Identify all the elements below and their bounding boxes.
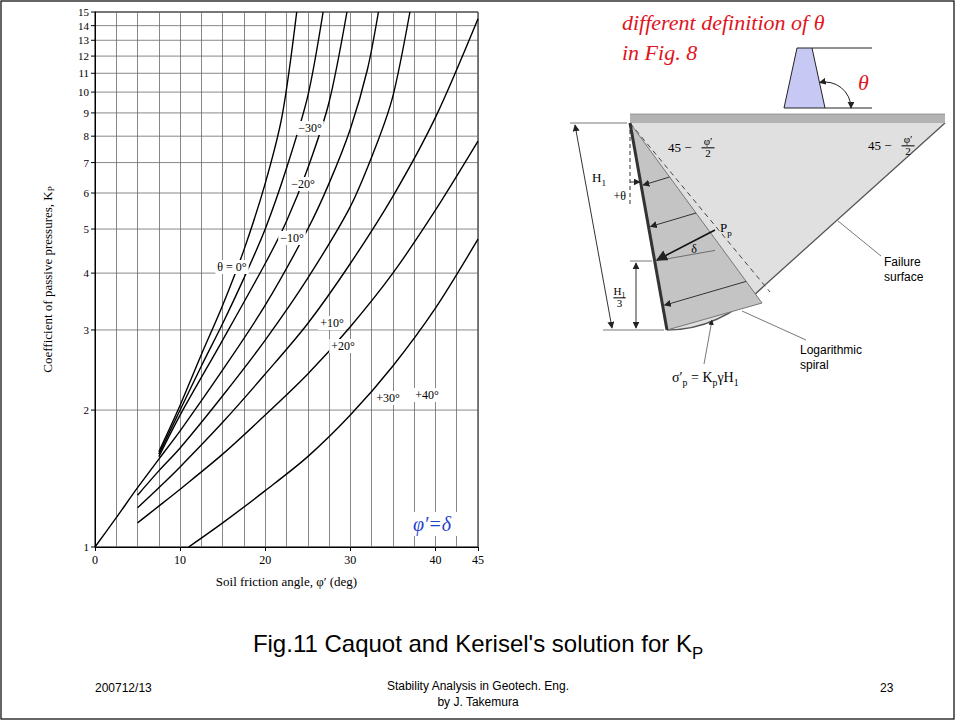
svg-text:45 −: 45 − [868, 138, 892, 153]
svg-text:10: 10 [174, 553, 186, 567]
svg-text:3: 3 [84, 324, 90, 336]
svg-text:7: 7 [84, 157, 90, 169]
svg-text:3: 3 [617, 297, 623, 309]
svg-text:45: 45 [472, 553, 484, 567]
svg-text:15: 15 [78, 6, 90, 18]
svg-text:40: 40 [429, 553, 441, 567]
svg-text:−10°: −10° [280, 231, 304, 245]
svg-text:Coefficient of passive pressur: Coefficient of passive pressures, K [40, 191, 55, 373]
svg-text:δ: δ [691, 242, 697, 256]
svg-text:+30°: +30° [376, 391, 400, 405]
svg-text:−30°: −30° [298, 121, 322, 135]
svg-text:σ′p = KpγH1: σ′p = KpγH1 [672, 370, 739, 388]
svg-text:+10°: +10° [320, 316, 344, 330]
svg-text:20: 20 [259, 553, 271, 567]
svg-text:−20°: −20° [291, 177, 315, 191]
svg-text:Pp: Pp [720, 220, 732, 238]
svg-text:10: 10 [78, 86, 90, 98]
svg-text:+20°: +20° [331, 339, 355, 353]
svg-text:Stability Analysis in Geotech.: Stability Analysis in Geotech. Eng. [387, 679, 569, 693]
svg-text:by J. Takemura: by J. Takemura [437, 695, 518, 709]
svg-text:spiral: spiral [800, 358, 829, 372]
svg-text:2: 2 [705, 147, 711, 159]
svg-text:Failure: Failure [884, 255, 921, 269]
svg-text:θ = 0°: θ = 0° [217, 260, 247, 274]
svg-text:4: 4 [84, 267, 90, 279]
svg-text:12: 12 [78, 50, 89, 62]
svg-text:φ′: φ′ [904, 133, 913, 145]
svg-text:200712/13: 200712/13 [95, 681, 152, 695]
svg-text:5: 5 [84, 223, 90, 235]
svg-text:1: 1 [84, 541, 90, 553]
svg-text:Fig.11 Caquot and Kerisel's so: Fig.11 Caquot and Kerisel's solution for… [253, 630, 703, 663]
svg-text:φ′=δ: φ′=δ [413, 513, 452, 536]
svg-text:13: 13 [78, 34, 90, 46]
svg-text:23: 23 [880, 681, 894, 695]
svg-text:surface: surface [884, 270, 924, 284]
svg-text:different definition of θ: different definition of θ [622, 10, 825, 35]
svg-text:2: 2 [84, 404, 90, 416]
svg-text:9: 9 [84, 107, 90, 119]
svg-text:P: P [46, 186, 56, 191]
svg-text:45 −: 45 − [668, 140, 692, 155]
svg-text:H1: H1 [614, 285, 626, 300]
svg-text:30: 30 [344, 553, 356, 567]
svg-text:6: 6 [84, 187, 90, 199]
svg-text:8: 8 [84, 130, 90, 142]
svg-text:14: 14 [78, 20, 90, 32]
svg-text:Logarithmic: Logarithmic [800, 343, 862, 357]
svg-text:11: 11 [78, 67, 89, 79]
svg-text:H1: H1 [592, 170, 606, 188]
svg-text:in Fig. 8: in Fig. 8 [622, 40, 697, 65]
svg-text:φ′: φ′ [704, 135, 713, 147]
svg-text:2: 2 [905, 145, 911, 157]
svg-text:0: 0 [92, 553, 98, 567]
svg-text:+40°: +40° [415, 388, 439, 402]
svg-text:θ: θ [858, 70, 869, 95]
svg-text:Soil friction angle, φ′ (deg): Soil friction angle, φ′ (deg) [216, 574, 357, 589]
svg-text:+θ: +θ [613, 189, 626, 203]
